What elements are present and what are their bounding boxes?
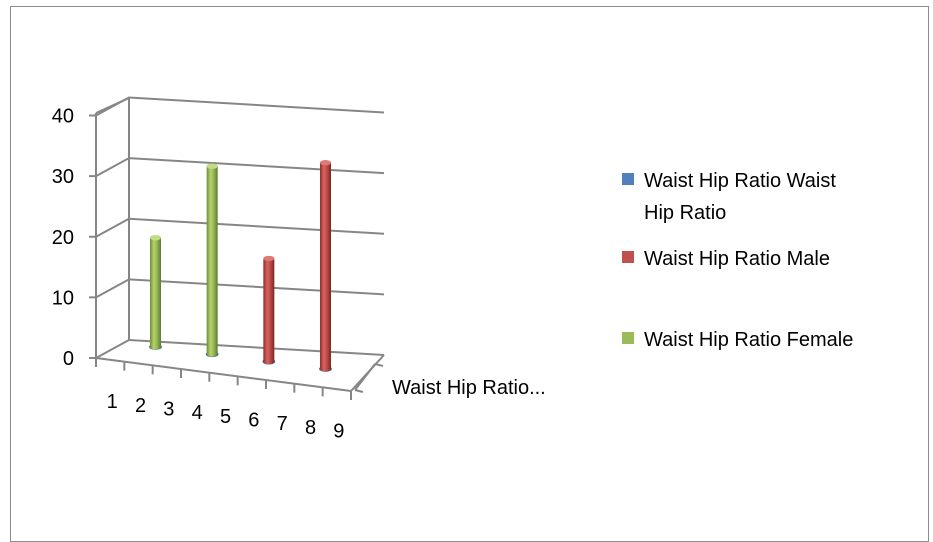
floor-left-edge xyxy=(95,339,130,359)
legend-swatch xyxy=(622,173,634,185)
x-tick-label: 3 xyxy=(163,398,174,420)
gridlines xyxy=(95,96,385,299)
legend-entry-line: Waist Hip Ratio Male xyxy=(644,248,830,270)
legend-entry-line: Waist Hip Ratio Female xyxy=(644,329,853,351)
y-tick-label: 0 xyxy=(63,348,74,370)
depth-axis-label: Waist Hip Ratio... xyxy=(392,377,546,399)
legend-entry-label: Waist Hip Ratio Waist Hip Ratio xyxy=(644,170,836,224)
bar-cylinder xyxy=(150,235,161,350)
bar-cylinder xyxy=(206,163,218,357)
bar-cylinder xyxy=(263,255,275,365)
depth-axis-tick xyxy=(354,389,364,393)
bar-cylinder-top xyxy=(320,160,331,166)
y-tick-label: 10 xyxy=(52,287,74,309)
bar-cylinder-top xyxy=(150,235,161,241)
depth-axis-line xyxy=(354,363,376,391)
gridline xyxy=(95,278,385,299)
y-axis-ticks: 0 10 20 30 40 xyxy=(52,106,96,370)
chart-bars xyxy=(149,160,332,372)
y-tick-label: 30 xyxy=(52,166,74,188)
y-tick-label: 40 xyxy=(52,106,74,128)
y-tick-label: 20 xyxy=(52,227,74,249)
bar-cylinder-top xyxy=(206,163,218,169)
x-tick-label: 1 xyxy=(107,391,118,413)
bar-cylinder-top xyxy=(263,255,275,262)
depth-axis-tick xyxy=(374,363,384,367)
legend-entry-label: Waist Hip Ratio Female xyxy=(644,329,853,351)
legend-entry-label: Waist Hip Ratio Male xyxy=(644,248,830,270)
x-tick-label: 8 xyxy=(305,417,316,439)
legend-swatch xyxy=(622,251,634,263)
x-tick-label: 7 xyxy=(277,413,288,435)
gridline xyxy=(95,157,385,178)
x-tick-label: 6 xyxy=(248,409,259,431)
legend-entry-line: Waist Hip Ratio Waist xyxy=(644,170,836,192)
legend-entry-line: Hip Ratio xyxy=(644,202,726,224)
chart-frame xyxy=(10,6,929,542)
floor-front-edge xyxy=(95,357,352,392)
legend-swatch xyxy=(622,332,634,344)
x-tick-label: 2 xyxy=(135,395,146,417)
gridline xyxy=(95,217,385,238)
x-tick-label: 5 xyxy=(220,406,231,428)
floor-back-edge xyxy=(128,339,385,356)
gridline xyxy=(95,96,385,117)
x-tick-label: 9 xyxy=(333,420,344,442)
depth-axis: Waist Hip Ratio... xyxy=(354,363,546,399)
x-tick-label: 4 xyxy=(192,402,203,424)
bar-cylinder xyxy=(320,160,331,372)
chart-walls xyxy=(95,97,385,392)
